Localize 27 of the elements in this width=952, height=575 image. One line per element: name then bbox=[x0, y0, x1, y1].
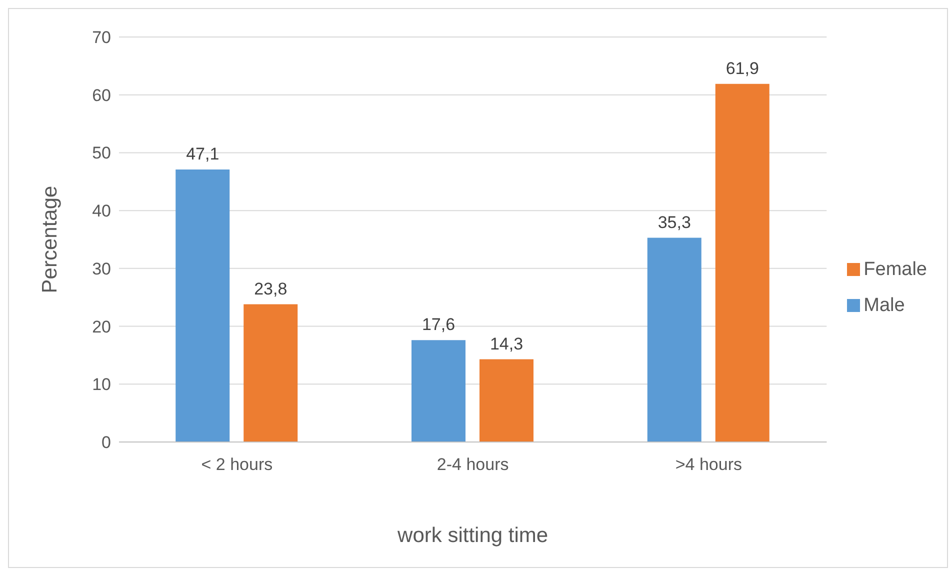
data-label: 23,8 bbox=[254, 279, 288, 298]
y-tick-label: 50 bbox=[92, 144, 111, 163]
legend-label: Male bbox=[864, 295, 905, 316]
legend-label: Female bbox=[864, 259, 927, 280]
x-axis-title: work sitting time bbox=[396, 524, 548, 547]
y-axis-title: Percentage bbox=[38, 186, 62, 294]
y-tick-label: 20 bbox=[92, 317, 111, 336]
x-tick-label: < 2 hours bbox=[201, 455, 273, 474]
bar bbox=[479, 359, 534, 442]
x-tick-label: >4 hours bbox=[675, 455, 742, 474]
y-tick-label: 10 bbox=[92, 375, 111, 394]
bar bbox=[244, 304, 298, 442]
data-label: 14,3 bbox=[490, 334, 524, 354]
bar bbox=[647, 238, 702, 442]
y-tick-label: 60 bbox=[92, 86, 111, 105]
data-label: 47,1 bbox=[186, 144, 220, 164]
data-label: 17,6 bbox=[422, 315, 456, 334]
y-tick-label: 40 bbox=[92, 202, 111, 221]
y-tick-label: 0 bbox=[102, 433, 111, 452]
y-tick-label: 30 bbox=[92, 259, 111, 278]
bar bbox=[411, 340, 466, 442]
data-label: 35,3 bbox=[658, 212, 691, 232]
x-tick-label: 2-4 hours bbox=[436, 455, 509, 474]
bar bbox=[715, 84, 770, 442]
y-tick-label: 70 bbox=[92, 28, 111, 48]
bar bbox=[176, 169, 230, 442]
data-label: 61,9 bbox=[726, 58, 759, 78]
